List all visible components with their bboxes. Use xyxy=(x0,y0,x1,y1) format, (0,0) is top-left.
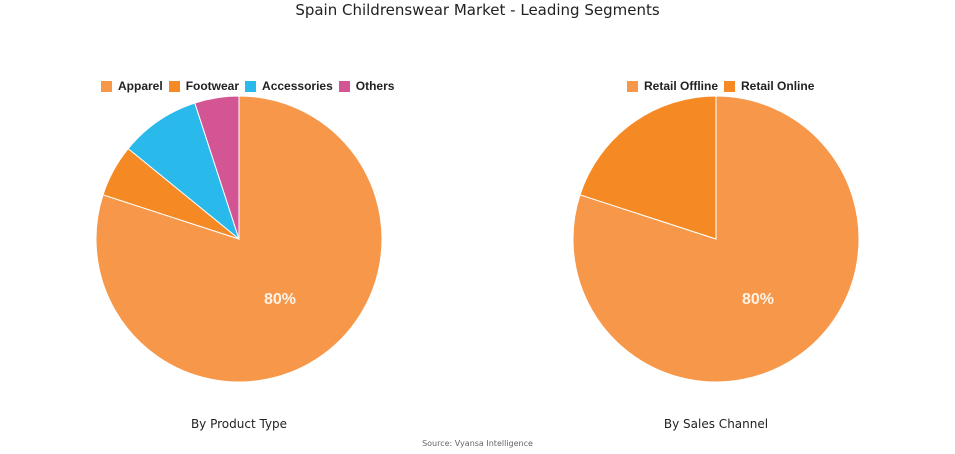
legend-swatch xyxy=(338,80,350,92)
legend-product-type: Apparel Footwear Accessories Others xyxy=(101,79,400,93)
legend-label: Footwear xyxy=(185,79,240,93)
slice-accessories xyxy=(127,102,241,241)
legend-item-others: Others xyxy=(338,79,395,93)
slice-label-apparel: 80% xyxy=(264,291,296,308)
legend-label: Others xyxy=(355,79,395,93)
legend-swatch xyxy=(627,80,638,92)
legend-label: Retail Offline xyxy=(644,79,719,93)
legend-swatch xyxy=(245,80,257,92)
legend-item-footwear: Footwear xyxy=(168,79,240,93)
slice-retail-online xyxy=(579,95,717,240)
legend-swatch xyxy=(168,80,180,92)
chart-title: Spain Childrenswear Market - Leading Seg… xyxy=(295,1,660,19)
legend-item-accessories: Accessories xyxy=(245,79,333,93)
legend-label: Retail Online xyxy=(741,79,815,93)
caption-product-type: By Product Type xyxy=(190,417,288,431)
legend-item-apparel: Apparel xyxy=(101,79,163,93)
legend-swatch xyxy=(724,80,736,92)
legend-swatch xyxy=(101,80,112,92)
slice-label-retail-offline: 80% xyxy=(742,291,774,308)
legend-item-retail-online: Retail Online xyxy=(724,79,814,93)
caption-sales-channel: By Sales Channel xyxy=(663,417,769,431)
source-note: Source: Vyansa Intelligence xyxy=(422,439,533,448)
legend-item-retail-offline: Retail Offline xyxy=(627,79,718,93)
legend-label: Apparel xyxy=(118,79,163,93)
pie-chart-product-type: 80% xyxy=(95,95,383,383)
slice-others xyxy=(194,95,240,240)
pie-chart-sales-channel: 80% xyxy=(572,95,860,383)
legend-sales-channel: Retail Offline Retail Online xyxy=(627,79,820,93)
legend-label: Accessories xyxy=(262,79,333,93)
